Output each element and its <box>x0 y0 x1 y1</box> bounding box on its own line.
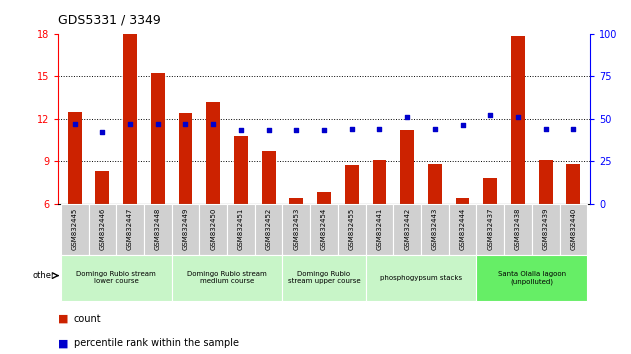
Text: GSM832441: GSM832441 <box>377 208 382 250</box>
Point <box>125 121 135 126</box>
Text: GSM832452: GSM832452 <box>266 208 271 250</box>
Bar <box>95 171 109 204</box>
Bar <box>88 204 116 255</box>
Bar <box>504 204 532 255</box>
Text: GSM832445: GSM832445 <box>72 208 78 250</box>
Bar <box>172 255 283 301</box>
Bar <box>539 160 553 204</box>
Text: percentile rank within the sample: percentile rank within the sample <box>74 338 239 348</box>
Text: GSM832449: GSM832449 <box>182 208 189 250</box>
Point <box>236 128 246 133</box>
Text: other: other <box>32 271 55 280</box>
Text: GSM832448: GSM832448 <box>155 208 161 250</box>
Point <box>264 128 274 133</box>
Text: ■: ■ <box>58 338 69 348</box>
Bar <box>172 204 199 255</box>
Bar <box>345 165 358 204</box>
Bar <box>456 198 469 204</box>
Bar <box>61 204 88 255</box>
Point <box>402 114 412 120</box>
Text: GSM832442: GSM832442 <box>404 208 410 250</box>
Bar <box>532 204 560 255</box>
Bar <box>151 73 165 204</box>
Point <box>569 126 579 132</box>
Text: GSM832443: GSM832443 <box>432 208 438 250</box>
Bar <box>560 204 587 255</box>
Bar <box>255 204 283 255</box>
Point <box>541 126 551 132</box>
Text: ■: ■ <box>58 314 69 324</box>
Bar <box>116 204 144 255</box>
Bar <box>511 36 525 204</box>
Bar <box>449 204 476 255</box>
Bar <box>483 178 497 204</box>
Text: Domingo Rubio
stream upper course: Domingo Rubio stream upper course <box>288 272 360 284</box>
Text: GSM832451: GSM832451 <box>238 208 244 250</box>
Bar <box>227 204 255 255</box>
Bar <box>421 204 449 255</box>
Text: GSM832454: GSM832454 <box>321 208 327 250</box>
Bar <box>476 255 587 301</box>
Point <box>346 126 357 132</box>
Bar <box>400 130 414 204</box>
Bar <box>365 255 476 301</box>
Bar <box>372 160 386 204</box>
Text: Santa Olalla lagoon
(unpolluted): Santa Olalla lagoon (unpolluted) <box>498 271 566 285</box>
Bar <box>262 151 276 204</box>
Text: GSM832439: GSM832439 <box>543 208 549 251</box>
Bar <box>206 102 220 204</box>
Text: GSM832440: GSM832440 <box>570 208 576 250</box>
Bar <box>365 204 393 255</box>
Text: GSM832437: GSM832437 <box>487 208 493 251</box>
Text: GSM832455: GSM832455 <box>349 208 355 250</box>
Bar <box>234 136 248 204</box>
Bar <box>567 164 581 204</box>
Point <box>153 121 163 126</box>
Point <box>292 128 302 133</box>
Bar <box>68 112 81 204</box>
Bar <box>144 204 172 255</box>
Text: count: count <box>74 314 102 324</box>
Bar <box>476 204 504 255</box>
Bar <box>310 204 338 255</box>
Point <box>319 128 329 133</box>
Point <box>430 126 440 132</box>
Text: GSM832453: GSM832453 <box>293 208 299 250</box>
Text: Domingo Rubio stream
medium course: Domingo Rubio stream medium course <box>187 272 267 284</box>
Bar <box>61 255 172 301</box>
Text: GSM832447: GSM832447 <box>127 208 133 250</box>
Point <box>97 129 107 135</box>
Bar <box>290 198 304 204</box>
Point <box>208 121 218 126</box>
Text: Domingo Rubio stream
lower course: Domingo Rubio stream lower course <box>76 272 156 284</box>
Bar <box>428 164 442 204</box>
Point <box>180 121 191 126</box>
Point <box>513 114 523 120</box>
Bar <box>199 204 227 255</box>
Bar <box>317 192 331 204</box>
Text: GDS5331 / 3349: GDS5331 / 3349 <box>58 13 161 27</box>
Text: GSM832446: GSM832446 <box>99 208 105 250</box>
Text: GSM832438: GSM832438 <box>515 208 521 251</box>
Point <box>69 121 80 126</box>
Text: GSM832444: GSM832444 <box>459 208 466 250</box>
Point <box>485 112 495 118</box>
Text: GSM832450: GSM832450 <box>210 208 216 250</box>
Point <box>374 126 384 132</box>
Bar <box>283 255 365 301</box>
Point <box>457 122 468 128</box>
Text: phosphogypsum stacks: phosphogypsum stacks <box>380 275 462 281</box>
Bar <box>338 204 365 255</box>
Bar <box>123 34 137 204</box>
Bar <box>283 204 310 255</box>
Bar <box>179 113 192 204</box>
Bar <box>393 204 421 255</box>
